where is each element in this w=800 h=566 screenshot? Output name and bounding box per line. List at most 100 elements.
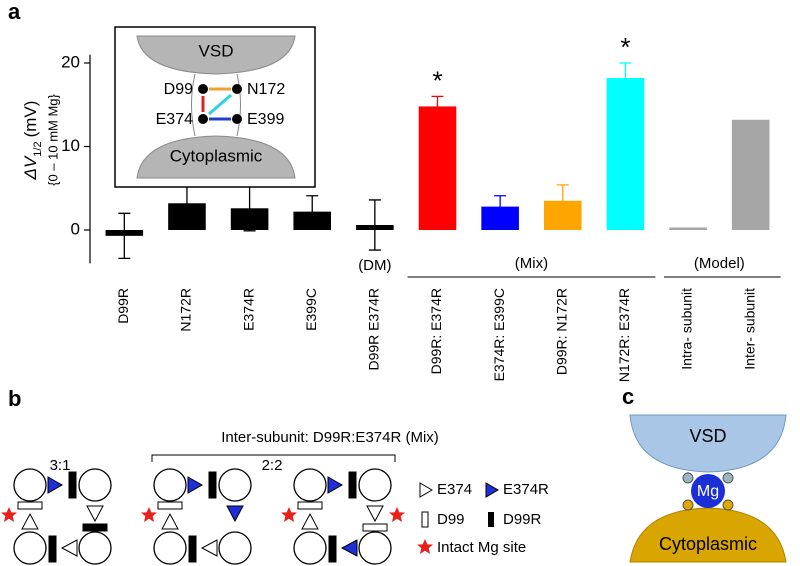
legend-symbol <box>485 482 499 498</box>
x-tick-label: E399C <box>303 288 319 331</box>
bar <box>669 227 707 230</box>
legend-text: Intact Mg site <box>437 539 526 556</box>
x-tick-label: Inter- subunit <box>741 288 757 370</box>
group-label: (Model) <box>694 255 745 272</box>
subunit <box>13 531 47 565</box>
x-tick-label: E374R <box>240 288 256 331</box>
subunit <box>358 531 392 565</box>
legend-symbol <box>421 511 429 528</box>
x-tick-label: N172R <box>178 288 194 332</box>
bar <box>293 211 332 230</box>
legend-symbol <box>419 482 433 498</box>
ratio: 3:1 <box>50 457 71 474</box>
e374-site <box>86 505 104 523</box>
x-tick-label: Intra- subunit <box>679 288 695 370</box>
site <box>198 114 208 124</box>
bar <box>543 200 582 230</box>
bar <box>356 224 394 230</box>
y-tick-label: 0 <box>71 219 80 238</box>
inset: VSD Cytoplasmic D99 N172 E374 E399 <box>114 26 316 188</box>
bar <box>606 78 645 230</box>
bar <box>230 208 269 230</box>
e374-site <box>200 539 218 557</box>
legend-text: D99 <box>437 511 465 528</box>
ball <box>722 499 734 511</box>
ball <box>682 472 694 484</box>
bar <box>731 119 770 230</box>
d99-site <box>157 501 183 510</box>
subunit <box>78 531 112 565</box>
panel-label: a <box>8 0 21 24</box>
legend-text: E374R <box>503 481 549 498</box>
x-tick-label: D99R E374R <box>366 288 382 371</box>
error-bar <box>368 199 381 251</box>
site-label: D99 <box>164 81 193 98</box>
subunit <box>153 468 187 502</box>
subunit <box>78 468 112 502</box>
bar <box>418 106 457 230</box>
e374-site <box>226 505 244 523</box>
arrow <box>208 93 232 116</box>
d99-site <box>68 471 77 499</box>
subunit <box>13 468 47 502</box>
cyto-shape <box>629 507 787 563</box>
y-label-part: (mV) <box>21 101 40 138</box>
y-tick-label: 10 <box>61 136 80 155</box>
panel-b-title: Inter-subunit: D99R:E374R (Mix) <box>221 429 439 446</box>
e374-site <box>366 505 384 523</box>
mg-site <box>1 507 17 522</box>
x-tick-label: E374R: E399C <box>491 288 507 381</box>
d99-site <box>348 471 357 499</box>
ratio: 2:2 <box>262 457 283 474</box>
vsd-shape <box>629 414 787 473</box>
bar <box>168 203 206 230</box>
x-tick-label: D99R: E374R <box>428 288 444 374</box>
bar <box>481 206 519 230</box>
subunit <box>218 468 252 502</box>
y-label-part: 1/2 <box>32 141 44 156</box>
legend-symbol <box>417 539 433 554</box>
asterisk: * <box>620 32 630 62</box>
y-tick-label: 20 <box>61 52 80 71</box>
c-top: VSD <box>689 426 726 446</box>
c-bottom: Cytoplasmic <box>659 534 757 554</box>
subunit <box>293 531 327 565</box>
d99-site <box>188 535 197 563</box>
bar-chart: 0 10 20 ΔV1/2 (mV) {0 – 10 mM Mg} D99R N172R E37… <box>21 32 781 382</box>
asterisk: * <box>432 65 442 95</box>
d99-site <box>362 523 388 532</box>
subunit <box>293 468 327 502</box>
ball <box>722 472 734 484</box>
panel-label: c <box>622 384 634 409</box>
d99-site <box>17 501 43 510</box>
legend-symbol <box>488 512 494 527</box>
e374-site <box>47 476 64 494</box>
y-axis-note: {0 – 10 mM Mg} <box>45 93 60 185</box>
mg-site <box>281 507 297 522</box>
site <box>232 84 242 94</box>
e374-site <box>187 476 204 494</box>
subunit <box>218 531 252 565</box>
e374-site <box>340 539 358 557</box>
mg-site <box>389 507 405 522</box>
site-label: E374 <box>156 111 193 128</box>
vsd-shape <box>136 35 296 75</box>
site <box>232 114 242 124</box>
inset-top: VSD <box>199 41 234 60</box>
inset-bottom: Cytoplasmic <box>170 146 263 165</box>
d99-site <box>328 535 337 563</box>
group-label: (DM) <box>358 257 391 274</box>
d99-site <box>297 501 323 510</box>
d99-site <box>208 471 217 499</box>
e374-site <box>60 539 78 557</box>
e374-site <box>327 476 344 494</box>
panel-c: VSD Cytoplasmic Mg <box>629 414 787 563</box>
site-label: N172 <box>247 81 285 98</box>
ball <box>682 499 694 511</box>
legend-text: D99R <box>503 511 542 528</box>
site-label: E399 <box>247 111 284 128</box>
legend-text: E374 <box>437 481 472 498</box>
e374-site <box>21 512 39 530</box>
subunit <box>153 531 187 565</box>
